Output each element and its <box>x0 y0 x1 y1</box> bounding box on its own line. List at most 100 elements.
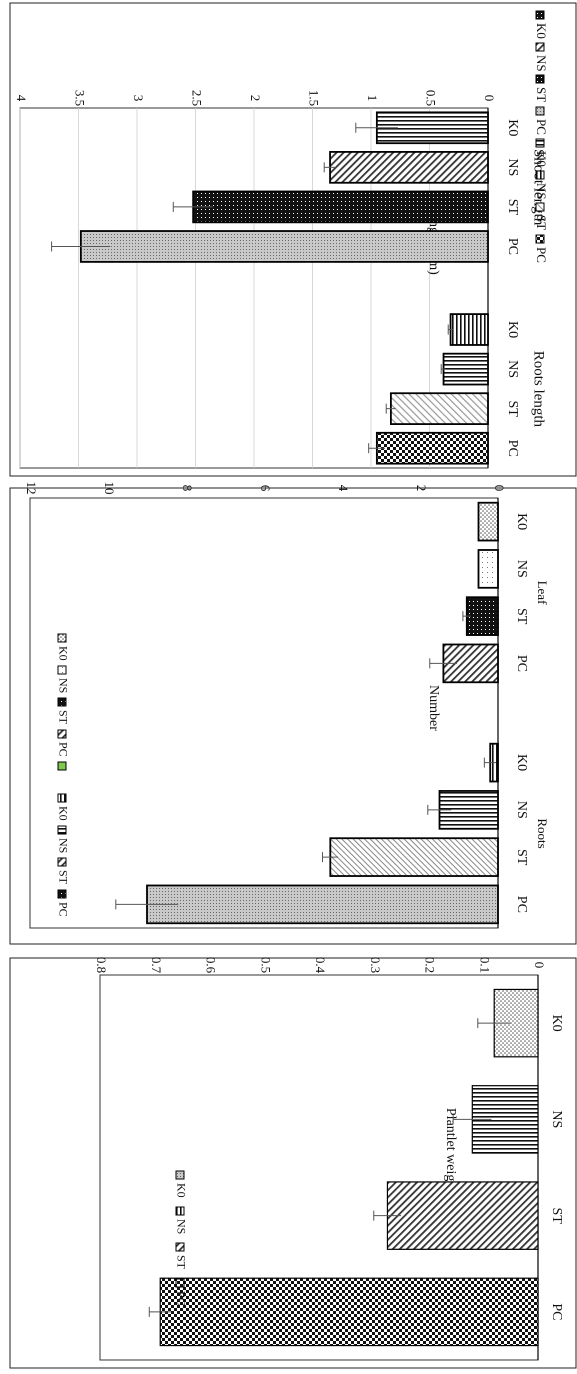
y-tick-label: 2 <box>414 485 429 492</box>
x-tick-label: NS <box>505 360 520 378</box>
legend-swatch <box>175 1278 185 1288</box>
x-tick-label: ST <box>514 849 529 866</box>
legend-swatch <box>175 1170 185 1180</box>
y-tick-label: 0.4 <box>313 957 328 974</box>
x-tick-label: K0 <box>549 1015 564 1032</box>
legend-swatch <box>535 106 545 116</box>
bar <box>146 884 499 925</box>
legend-swatch <box>535 74 545 84</box>
legend-label: ST <box>56 870 70 885</box>
bar <box>477 549 499 589</box>
legend-label: PC <box>56 902 70 917</box>
length-chart: 00.511.522.533.54Length (cm)K0NSSTPCK0NS… <box>14 10 549 469</box>
legend-swatch <box>535 42 545 52</box>
bar <box>449 313 489 346</box>
legend-label: ST <box>174 1255 188 1270</box>
legend-swatch <box>57 889 67 899</box>
y-tick-label: 1 <box>365 95 380 102</box>
legend-label: NS <box>174 1219 188 1234</box>
y-axis-label: Number <box>426 685 441 731</box>
legend-swatch <box>535 234 545 244</box>
x-tick-label: ST <box>505 199 520 216</box>
bar <box>386 1181 539 1250</box>
y-tick-label: 8 <box>180 485 195 492</box>
legend-swatch <box>535 138 545 148</box>
y-tick-label: 0.6 <box>204 957 219 974</box>
y-tick-label: 0.2 <box>423 957 438 973</box>
group-label: Roots length <box>531 351 547 428</box>
y-tick-label: 0 <box>482 95 497 102</box>
x-tick-label: NS <box>514 560 529 578</box>
bar <box>192 190 489 224</box>
x-tick-label: ST <box>505 400 520 417</box>
legend-label: K0 <box>174 1183 188 1198</box>
legend-label: PC <box>534 247 549 263</box>
x-tick-label: PC <box>549 1303 564 1320</box>
x-tick-label: PC <box>505 238 520 255</box>
x-tick-label: ST <box>549 1207 564 1224</box>
legend-label: NS <box>534 55 549 72</box>
bar <box>329 151 489 184</box>
y-tick-label: 12 <box>24 482 39 495</box>
y-tick-label: 4 <box>336 485 351 492</box>
bar <box>389 392 489 425</box>
legend-label: NS <box>56 838 70 853</box>
legend-label: K0 <box>534 23 549 39</box>
number-chart: 0 2 4 6 8 10 12 Number K0 NS ST PC K0 NS ST PC Leaf Roots… <box>24 482 550 929</box>
legend-label: PC <box>174 1291 188 1306</box>
legend: K0 NS ST PC K0 NS ST PC <box>56 633 70 917</box>
legend-swatch <box>535 170 545 180</box>
panel-frame-2 <box>9 487 577 945</box>
panel-frame-3 <box>9 2 577 477</box>
bar <box>79 230 489 263</box>
x-tick-label: ST <box>514 608 529 625</box>
legend-swatch <box>535 10 545 20</box>
legend-label: NS <box>534 183 549 200</box>
y-tick-label: 3.5 <box>73 90 88 106</box>
legend-swatch <box>57 665 67 675</box>
group-label: Roots <box>535 818 550 848</box>
legend: K0 NS ST PC <box>174 1170 188 1306</box>
legend-label: ST <box>534 87 549 102</box>
bar <box>159 1277 539 1347</box>
legend-swatch <box>57 825 67 835</box>
bar <box>477 501 499 542</box>
legend-swatch <box>535 202 545 212</box>
y-tick-label: 3 <box>131 95 146 102</box>
x-tick-label: NS <box>505 158 520 176</box>
legend-label: ST <box>534 215 549 230</box>
legend-swatch <box>57 697 67 707</box>
x-tick-label: NS <box>514 801 529 819</box>
y-tick-label: 2 <box>248 95 263 102</box>
panel-frame-1 <box>9 957 577 1369</box>
x-tick-label: K0 <box>514 513 529 530</box>
bar <box>375 431 489 465</box>
x-tick-label: NS <box>549 1110 564 1128</box>
legend-swatch <box>57 729 67 739</box>
legend-swatch <box>175 1206 185 1216</box>
legend-label: PC <box>56 742 70 757</box>
y-tick-label: 0.8 <box>94 957 109 973</box>
y-tick-label: 0.5 <box>258 957 273 973</box>
legend-swatch <box>57 633 67 643</box>
x-tick-label: PC <box>514 655 529 672</box>
bar <box>442 352 489 386</box>
legend-swatch <box>175 1242 185 1252</box>
legend-swatch <box>57 857 67 867</box>
y-tick-label: 0 <box>492 485 507 492</box>
x-tick-label: PC <box>514 896 529 913</box>
legend-label: NS <box>56 678 70 693</box>
y-tick-label: 0.1 <box>477 957 492 973</box>
legend-label: PC <box>534 119 549 135</box>
y-tick-label: 2.5 <box>190 90 205 106</box>
legend-swatch <box>57 793 67 803</box>
legend: K0 NS ST PC K0 NS ST PC <box>534 10 549 263</box>
legend-label: K0 <box>56 646 70 661</box>
y-tick-label: 0.5 <box>424 90 439 106</box>
legend-swatch <box>57 761 67 771</box>
x-tick-label: K0 <box>505 321 520 338</box>
y-tick-label: 6 <box>258 485 273 492</box>
legend-label: ST <box>56 710 70 725</box>
